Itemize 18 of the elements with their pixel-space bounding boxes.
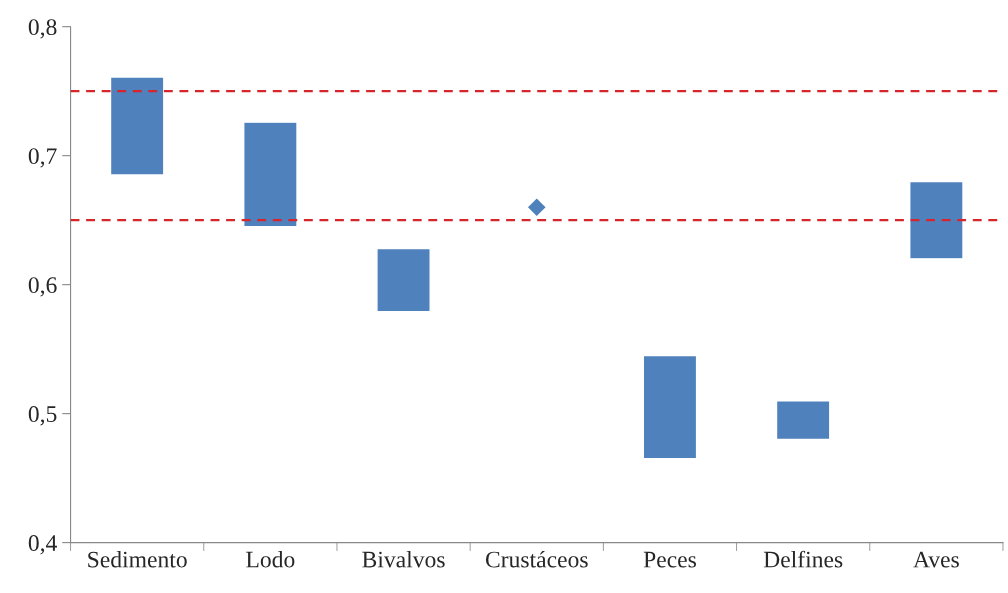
x-tick-label: Bivalvos: [362, 550, 445, 568]
bar: [376, 247, 431, 313]
y-tick-label: 0,8: [28, 19, 57, 39]
y-tick-label: 0,5: [28, 406, 57, 426]
y-tick-label: 0,6: [28, 277, 57, 297]
bar: [909, 180, 964, 260]
bar: [243, 121, 298, 228]
y-tick-label: 0,7: [28, 148, 57, 168]
bar: [775, 400, 831, 441]
y-tick-label: 0,4: [28, 535, 57, 555]
x-tick-label: Delfines: [763, 550, 843, 568]
bar: [109, 76, 165, 176]
x-tick-label: Aves: [913, 551, 959, 568]
bar: [642, 354, 698, 460]
x-tick-label: Peces: [643, 551, 696, 568]
x-tick-label: Crustáceos: [485, 550, 588, 568]
x-tick-label: Lodo: [246, 550, 295, 568]
x-tick-label: Sedimento: [88, 550, 187, 568]
